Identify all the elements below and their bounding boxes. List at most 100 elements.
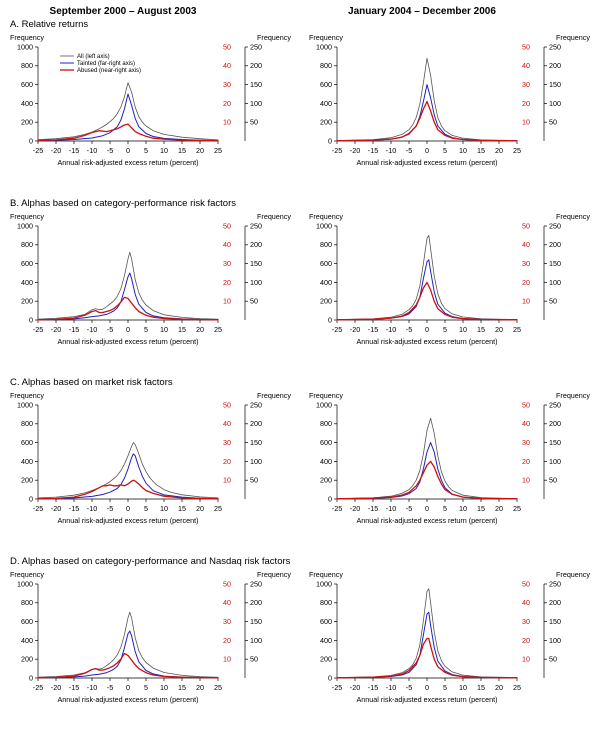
svg-text:Tainted (far-right axis): Tainted (far-right axis) xyxy=(77,61,135,67)
svg-text:20: 20 xyxy=(522,636,530,645)
svg-text:40: 40 xyxy=(223,419,231,428)
svg-text:-5: -5 xyxy=(107,504,113,513)
svg-text:1000: 1000 xyxy=(17,221,33,230)
chart-svg-a-left: 0 200 400 600 800 1000 -25 -20 -15 -10 -5 0 5 10 15 20 2… xyxy=(10,33,291,167)
svg-text:-20: -20 xyxy=(350,325,360,334)
chart-svg-c-left: 0 200 400 600 800 1000 -25 -20 -15 -10 -5 0 5 10 15 20 2… xyxy=(10,391,291,525)
svg-text:All (left axis): All (left axis) xyxy=(77,54,110,60)
svg-text:25: 25 xyxy=(513,683,521,692)
svg-text:20: 20 xyxy=(495,325,503,334)
svg-text:-25: -25 xyxy=(33,504,43,513)
svg-text:15: 15 xyxy=(178,146,186,155)
section-title-c: C. Alphas based on market risk factors xyxy=(10,377,173,388)
svg-text:400: 400 xyxy=(320,99,332,108)
svg-text:20: 20 xyxy=(223,457,231,466)
svg-text:20: 20 xyxy=(196,325,204,334)
svg-text:30: 30 xyxy=(223,438,231,447)
svg-text:100: 100 xyxy=(250,99,262,108)
svg-text:Annual risk-adjusted excess re: Annual risk-adjusted excess return (perc… xyxy=(356,516,497,525)
svg-text:30: 30 xyxy=(522,617,530,626)
svg-text:5: 5 xyxy=(144,504,148,513)
svg-text:Frequency: Frequency xyxy=(10,570,44,579)
svg-text:15: 15 xyxy=(178,504,186,513)
svg-text:30: 30 xyxy=(522,80,530,89)
svg-text:600: 600 xyxy=(320,80,332,89)
svg-text:20: 20 xyxy=(495,504,503,513)
svg-text:-10: -10 xyxy=(87,146,97,155)
svg-text:-15: -15 xyxy=(368,683,378,692)
svg-text:5: 5 xyxy=(144,683,148,692)
svg-text:20: 20 xyxy=(223,278,231,287)
chart-svg-c-right: 0 200 400 600 800 1000 -25 -20 -15 -10 -5 0 5 10 15 20 2… xyxy=(309,391,590,525)
svg-text:200: 200 xyxy=(549,598,561,607)
svg-text:200: 200 xyxy=(320,297,332,306)
svg-text:1000: 1000 xyxy=(17,579,33,588)
svg-text:200: 200 xyxy=(21,297,33,306)
svg-text:50: 50 xyxy=(250,297,258,306)
svg-text:40: 40 xyxy=(223,240,231,249)
svg-text:150: 150 xyxy=(549,80,561,89)
svg-text:5: 5 xyxy=(443,146,447,155)
svg-text:-25: -25 xyxy=(33,146,43,155)
svg-text:-20: -20 xyxy=(350,504,360,513)
svg-text:10: 10 xyxy=(522,476,530,485)
svg-text:30: 30 xyxy=(522,438,530,447)
svg-text:150: 150 xyxy=(250,617,262,626)
svg-text:600: 600 xyxy=(320,259,332,268)
svg-text:150: 150 xyxy=(250,80,262,89)
svg-text:250: 250 xyxy=(549,579,561,588)
svg-text:250: 250 xyxy=(250,400,262,409)
svg-text:20: 20 xyxy=(522,457,530,466)
svg-text:-20: -20 xyxy=(51,146,61,155)
svg-text:200: 200 xyxy=(320,655,332,664)
svg-text:-15: -15 xyxy=(368,146,378,155)
svg-text:100: 100 xyxy=(549,636,561,645)
svg-text:Frequency: Frequency xyxy=(556,212,590,221)
svg-text:10: 10 xyxy=(459,683,467,692)
svg-text:10: 10 xyxy=(522,118,530,127)
svg-text:-25: -25 xyxy=(332,504,342,513)
charts-row-a: 0 200 400 600 800 1000 -25 -20 -15 -10 -5 0 5 10 15 20 2… xyxy=(8,31,592,189)
svg-text:50: 50 xyxy=(223,400,231,409)
svg-text:10: 10 xyxy=(459,146,467,155)
svg-text:Annual risk-adjusted excess re: Annual risk-adjusted excess return (perc… xyxy=(356,695,497,704)
svg-text:400: 400 xyxy=(320,636,332,645)
svg-text:-5: -5 xyxy=(406,504,412,513)
svg-text:150: 150 xyxy=(250,438,262,447)
svg-text:50: 50 xyxy=(522,42,530,51)
svg-text:20: 20 xyxy=(495,146,503,155)
svg-text:1000: 1000 xyxy=(316,400,332,409)
svg-text:200: 200 xyxy=(21,118,33,127)
svg-text:-15: -15 xyxy=(69,146,79,155)
svg-text:800: 800 xyxy=(21,419,33,428)
svg-text:1000: 1000 xyxy=(316,221,332,230)
svg-text:100: 100 xyxy=(549,457,561,466)
svg-text:-25: -25 xyxy=(332,325,342,334)
svg-text:-5: -5 xyxy=(107,683,113,692)
svg-text:0: 0 xyxy=(425,504,429,513)
svg-text:20: 20 xyxy=(196,504,204,513)
svg-text:0: 0 xyxy=(126,683,130,692)
svg-text:Annual risk-adjusted excess re: Annual risk-adjusted excess return (perc… xyxy=(57,516,198,525)
svg-text:10: 10 xyxy=(160,146,168,155)
svg-text:Frequency: Frequency xyxy=(10,391,44,400)
svg-text:0: 0 xyxy=(29,673,33,682)
svg-text:Frequency: Frequency xyxy=(10,33,44,42)
figure-page: September 2000 – August 2003 January 200… xyxy=(8,6,592,704)
svg-text:250: 250 xyxy=(250,42,262,51)
svg-text:600: 600 xyxy=(21,438,33,447)
svg-text:10: 10 xyxy=(522,655,530,664)
svg-text:-20: -20 xyxy=(51,683,61,692)
section-title-d: D. Alphas based on category-performance … xyxy=(10,556,291,567)
svg-text:150: 150 xyxy=(549,617,561,626)
svg-text:400: 400 xyxy=(21,99,33,108)
svg-text:25: 25 xyxy=(513,325,521,334)
svg-text:50: 50 xyxy=(549,655,557,664)
svg-text:Frequency: Frequency xyxy=(257,391,291,400)
svg-text:800: 800 xyxy=(320,61,332,70)
svg-text:Abused (near-right axis): Abused (near-right axis) xyxy=(77,68,141,74)
svg-text:-20: -20 xyxy=(51,504,61,513)
svg-text:0: 0 xyxy=(425,683,429,692)
svg-text:0: 0 xyxy=(126,325,130,334)
chart-svg-b-left: 0 200 400 600 800 1000 -25 -20 -15 -10 -5 0 5 10 15 20 2… xyxy=(10,212,291,346)
